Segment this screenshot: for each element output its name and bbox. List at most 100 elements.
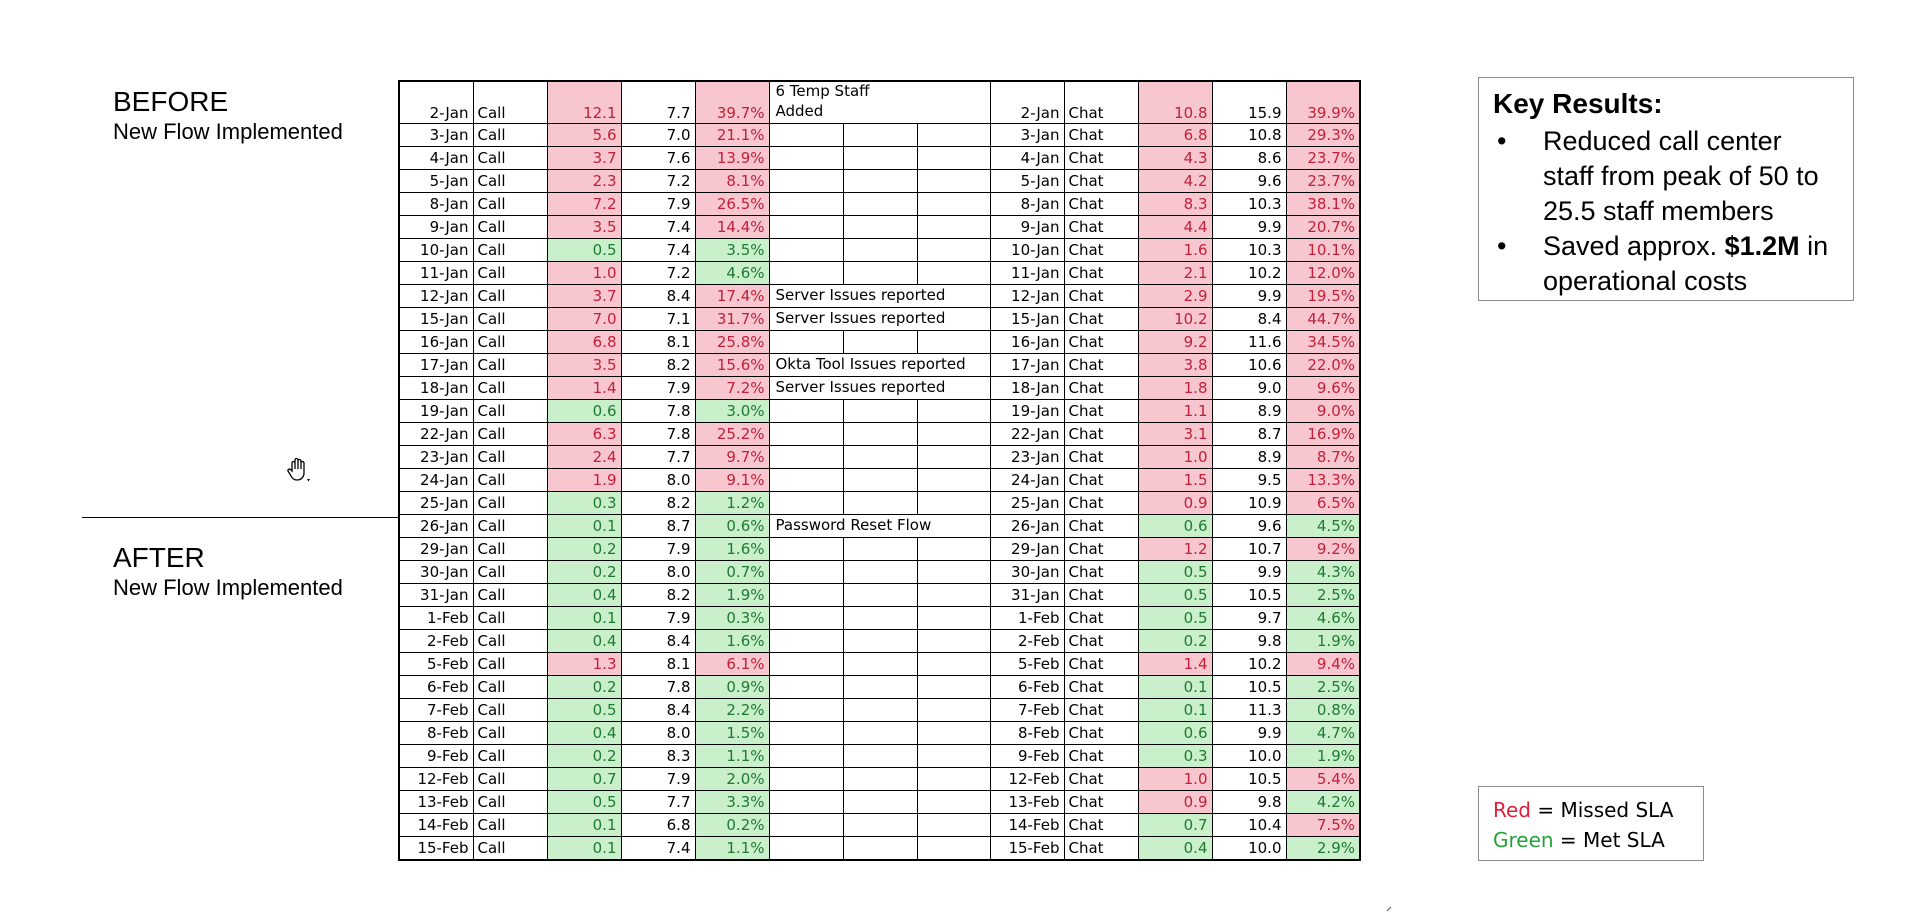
chat-date-cell: 15-Feb bbox=[989, 836, 1065, 861]
chat-percent-cell: 23.7% bbox=[1285, 146, 1361, 170]
chat-date-cell: 12-Jan bbox=[989, 284, 1065, 308]
table-row: 12-Feb Call 0.7 7.9 2.0% 12-Feb Chat 1.0 10.5 5.4… bbox=[398, 767, 1361, 791]
chat-type-cell: Chat bbox=[1063, 215, 1139, 239]
chat-value-cell: 0.5 bbox=[1137, 560, 1213, 584]
call-percent-cell: 39.7% bbox=[694, 80, 770, 124]
chat-type-cell: Chat bbox=[1063, 537, 1139, 561]
call-percent-cell: 3.3% bbox=[694, 790, 770, 814]
chat-secondary-cell: 10.7 bbox=[1211, 537, 1287, 561]
call-percent-cell: 3.0% bbox=[694, 399, 770, 423]
chat-percent-cell: 9.2% bbox=[1285, 537, 1361, 561]
call-date-cell: 29-Jan bbox=[398, 537, 474, 561]
chat-value-cell: 0.6 bbox=[1137, 514, 1213, 538]
hand-cursor-icon bbox=[287, 457, 310, 482]
call-secondary-cell: 8.0 bbox=[620, 468, 696, 492]
call-type-cell: Call bbox=[472, 261, 548, 285]
chat-date-cell: 25-Jan bbox=[989, 491, 1065, 515]
note-cell bbox=[916, 721, 991, 745]
table-row: 24-Jan Call 1.9 8.0 9.1% 24-Jan Chat 1.5 9.5 13.3… bbox=[398, 468, 1361, 492]
chat-value-cell: 1.6 bbox=[1137, 238, 1213, 262]
note-cell bbox=[916, 698, 991, 722]
chat-type-cell: Chat bbox=[1063, 606, 1139, 630]
chat-percent-cell: 4.2% bbox=[1285, 790, 1361, 814]
note-cell bbox=[916, 146, 991, 170]
chat-type-cell: Chat bbox=[1063, 790, 1139, 814]
chat-percent-cell: 4.3% bbox=[1285, 560, 1361, 584]
call-secondary-cell: 8.2 bbox=[620, 583, 696, 607]
note-cell bbox=[842, 629, 918, 653]
call-type-cell: Call bbox=[472, 123, 548, 147]
chat-type-cell: Chat bbox=[1063, 238, 1139, 262]
note-cell bbox=[768, 238, 843, 262]
call-type-cell: Call bbox=[472, 698, 548, 722]
call-value-cell: 0.1 bbox=[546, 836, 622, 861]
call-date-cell: 8-Feb bbox=[398, 721, 474, 745]
table-row: 18-Jan Call 1.4 7.9 7.2% Server Issues report… bbox=[398, 376, 1361, 400]
chat-type-cell: Chat bbox=[1063, 146, 1139, 170]
note-cell bbox=[768, 192, 843, 216]
chat-value-cell: 3.8 bbox=[1137, 353, 1213, 377]
chat-percent-cell: 13.3% bbox=[1285, 468, 1361, 492]
chat-secondary-cell: 15.9 bbox=[1211, 80, 1287, 124]
chat-secondary-cell: 10.8 bbox=[1211, 123, 1287, 147]
note-cell bbox=[916, 261, 991, 285]
chat-type-cell: Chat bbox=[1063, 169, 1139, 193]
note-cell bbox=[842, 399, 918, 423]
chat-secondary-cell: 9.9 bbox=[1211, 721, 1287, 745]
chat-value-cell: 0.5 bbox=[1137, 606, 1213, 630]
chat-type-cell: Chat bbox=[1063, 376, 1139, 400]
chat-value-cell: 2.9 bbox=[1137, 284, 1213, 308]
chat-percent-cell: 4.6% bbox=[1285, 606, 1361, 630]
chat-type-cell: Chat bbox=[1063, 813, 1139, 837]
call-type-cell: Call bbox=[472, 721, 548, 745]
chat-value-cell: 3.1 bbox=[1137, 422, 1213, 446]
call-percent-cell: 1.9% bbox=[694, 583, 770, 607]
call-percent-cell: 2.2% bbox=[694, 698, 770, 722]
note-cell bbox=[842, 422, 918, 446]
chat-percent-cell: 23.7% bbox=[1285, 169, 1361, 193]
chat-type-cell: Chat bbox=[1063, 514, 1139, 538]
call-secondary-cell: 6.8 bbox=[620, 813, 696, 837]
call-secondary-cell: 7.9 bbox=[620, 537, 696, 561]
note-cell bbox=[842, 652, 918, 676]
chat-type-cell: Chat bbox=[1063, 445, 1139, 469]
call-date-cell: 2-Feb bbox=[398, 629, 474, 653]
chat-secondary-cell: 11.3 bbox=[1211, 698, 1287, 722]
chat-percent-cell: 10.1% bbox=[1285, 238, 1361, 262]
table-row: 5-Jan Call 2.3 7.2 8.1% 5-Jan Chat 4.2 9.6 23.7% bbox=[398, 169, 1361, 193]
table-row: 2-Feb Call 0.4 8.4 1.6% 2-Feb Chat 0.2 9.8 1.9% bbox=[398, 629, 1361, 653]
note-text: 6 Temp Staff Added bbox=[775, 82, 870, 120]
call-value-cell: 0.5 bbox=[546, 698, 622, 722]
chat-type-cell: Chat bbox=[1063, 491, 1139, 515]
call-secondary-cell: 7.9 bbox=[620, 606, 696, 630]
note-cell: Password Reset Flow bbox=[768, 514, 931, 538]
call-date-cell: 7-Feb bbox=[398, 698, 474, 722]
call-secondary-cell: 8.2 bbox=[620, 491, 696, 515]
chat-type-cell: Chat bbox=[1063, 836, 1139, 861]
chat-secondary-cell: 10.5 bbox=[1211, 767, 1287, 791]
chat-type-cell: Chat bbox=[1063, 399, 1139, 423]
call-percent-cell: 3.5% bbox=[694, 238, 770, 262]
key-result-text: Reduced call center staff from peak of 5… bbox=[1543, 126, 1819, 226]
call-secondary-cell: 7.8 bbox=[620, 422, 696, 446]
call-value-cell: 0.3 bbox=[546, 491, 622, 515]
call-type-cell: Call bbox=[472, 767, 548, 791]
chat-value-cell: 1.0 bbox=[1137, 767, 1213, 791]
chat-type-cell: Chat bbox=[1063, 353, 1139, 377]
call-value-cell: 3.5 bbox=[546, 215, 622, 239]
after-subtitle: New Flow Implemented bbox=[113, 575, 343, 600]
note-cell bbox=[768, 123, 843, 147]
call-type-cell: Call bbox=[472, 813, 548, 837]
chat-value-cell: 4.4 bbox=[1137, 215, 1213, 239]
chat-secondary-cell: 10.6 bbox=[1211, 353, 1287, 377]
table-row: 9-Jan Call 3.5 7.4 14.4% 9-Jan Chat 4.4 9.9 20.7% bbox=[398, 215, 1361, 239]
call-date-cell: 15-Jan bbox=[398, 307, 474, 331]
call-value-cell: 3.7 bbox=[546, 284, 622, 308]
chat-percent-cell: 0.8% bbox=[1285, 698, 1361, 722]
chat-value-cell: 1.5 bbox=[1137, 468, 1213, 492]
chat-percent-cell: 9.4% bbox=[1285, 652, 1361, 676]
chat-secondary-cell: 8.9 bbox=[1211, 399, 1287, 423]
chat-secondary-cell: 10.0 bbox=[1211, 836, 1287, 861]
chat-secondary-cell: 10.3 bbox=[1211, 192, 1287, 216]
before-title: BEFORE bbox=[113, 86, 229, 117]
